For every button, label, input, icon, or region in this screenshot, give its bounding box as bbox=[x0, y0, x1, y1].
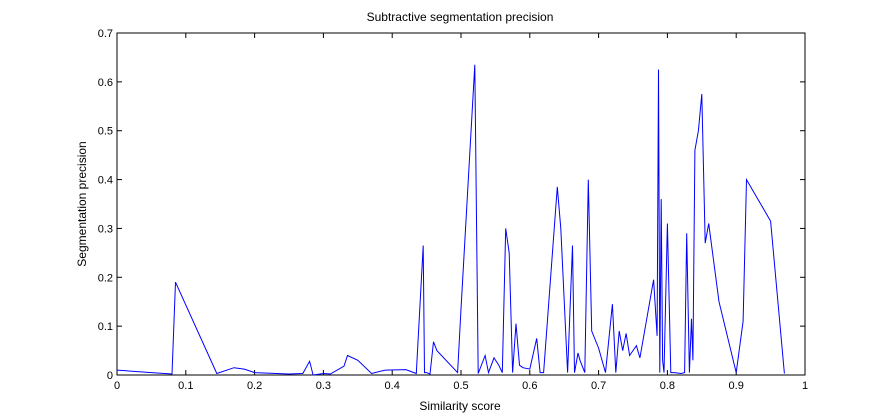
x-axis-label: Similarity score bbox=[419, 399, 501, 413]
x-tick-label: 0.7 bbox=[591, 380, 606, 392]
series-line bbox=[116, 64, 785, 376]
axis-tick-labels: 0 0.1 0.2 0.3 0.4 0.5 0.6 0.7 0.8 0.9 1 0 0.1 0.2 0.3 0… bbox=[98, 28, 808, 392]
chart-title: Subtractive segmentation precision bbox=[367, 10, 554, 24]
axis-ticks bbox=[116, 32, 806, 376]
plot-area bbox=[116, 32, 806, 376]
y-tick-label: 0.3 bbox=[98, 223, 113, 235]
x-tick-label: 0.8 bbox=[660, 380, 675, 392]
x-tick-label: 0.1 bbox=[178, 380, 193, 392]
y-tick-label: 0.2 bbox=[98, 272, 113, 284]
y-tick-label: 0 bbox=[107, 370, 113, 382]
x-tick-label: 0.2 bbox=[247, 380, 262, 392]
x-tick-label: 0.9 bbox=[729, 380, 744, 392]
y-tick-label: 0.6 bbox=[98, 77, 113, 89]
x-tick-label: 0 bbox=[114, 380, 120, 392]
y-tick-label: 0.5 bbox=[98, 126, 113, 138]
x-tick-label: 1 bbox=[802, 380, 808, 392]
y-tick-label: 0.4 bbox=[98, 175, 113, 187]
y-tick-label: 0.7 bbox=[98, 28, 113, 40]
x-tick-label: 0.4 bbox=[385, 380, 400, 392]
x-tick-label: 0.6 bbox=[522, 380, 537, 392]
x-tick-label: 0.5 bbox=[453, 380, 468, 392]
y-tick-label: 0.1 bbox=[98, 321, 113, 333]
y-axis-label: Segmentation precision bbox=[75, 141, 89, 266]
x-tick-label: 0.3 bbox=[316, 380, 331, 392]
